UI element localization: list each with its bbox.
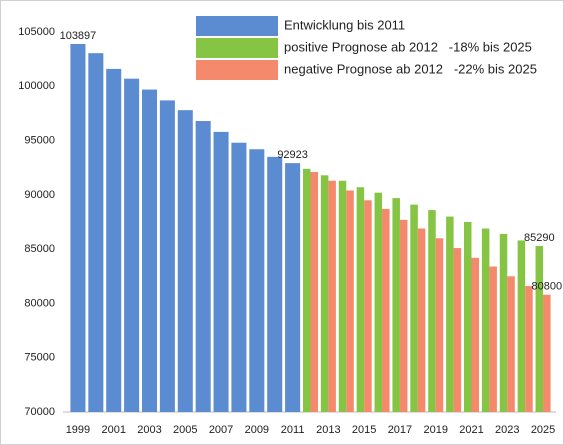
bar <box>382 208 390 412</box>
x-tick-label: 2017 <box>388 424 412 436</box>
x-tick-label: 2003 <box>137 424 161 436</box>
y-tick-label: 105000 <box>18 26 55 38</box>
legend-swatch <box>196 38 278 58</box>
x-tick-label: 2001 <box>101 424 125 436</box>
bar <box>213 131 229 412</box>
data-label: 92923 <box>277 149 308 161</box>
bar <box>435 238 444 412</box>
y-tick-label: 85000 <box>24 243 55 255</box>
y-tick-label: 100000 <box>18 80 55 92</box>
y-tick-label: 80000 <box>24 297 55 309</box>
x-tick-label: 2021 <box>459 424 483 436</box>
data-label: 103897 <box>60 30 97 42</box>
bar <box>463 222 472 412</box>
bar <box>499 233 508 412</box>
bar <box>392 198 400 412</box>
x-tick-label: 2025 <box>531 424 555 436</box>
bar <box>543 294 551 412</box>
x-tick-label: 2011 <box>281 424 305 436</box>
y-tick-label: 90000 <box>24 189 55 201</box>
bar <box>374 192 383 412</box>
bar <box>106 68 122 413</box>
bar <box>177 110 193 413</box>
x-tick-label: 2009 <box>245 424 269 436</box>
bar <box>453 248 462 412</box>
bar <box>356 187 365 412</box>
bar <box>70 43 86 412</box>
data-label: 85290 <box>524 232 555 244</box>
bar <box>159 100 175 413</box>
bar <box>489 266 497 412</box>
bar <box>124 78 140 412</box>
legend-label: Entwicklung bis 2011 <box>284 17 405 32</box>
data-label: 80800 <box>532 281 563 293</box>
bar <box>338 180 347 412</box>
x-tick-label: 2019 <box>423 424 447 436</box>
x-tick-label: 2015 <box>352 424 376 436</box>
bar <box>328 180 336 412</box>
bar <box>399 219 408 412</box>
bar <box>320 175 329 412</box>
x-tick-label: 2005 <box>173 424 197 436</box>
bar <box>302 168 311 412</box>
bar <box>267 156 283 412</box>
x-tick-label: 2013 <box>316 424 340 436</box>
bar <box>310 172 319 412</box>
legend-swatch <box>196 16 278 36</box>
bar <box>481 228 490 412</box>
bar <box>285 163 301 412</box>
x-tick-label: 2007 <box>209 424 233 436</box>
legend-label: negative Prognose ab 2012 -22% bis 2025 <box>284 61 537 76</box>
bar <box>517 240 526 412</box>
bar <box>231 142 247 412</box>
y-tick-label: 75000 <box>24 352 55 364</box>
bar <box>535 245 544 412</box>
x-tick-label: 2023 <box>495 424 519 436</box>
bar <box>525 286 533 412</box>
bar <box>249 149 265 412</box>
y-tick-label: 95000 <box>24 134 55 146</box>
bar <box>364 200 372 412</box>
bar <box>417 228 426 412</box>
bar <box>88 53 104 413</box>
x-tick-label: 1999 <box>66 424 90 436</box>
y-tick-label: 70000 <box>24 406 55 418</box>
bar <box>507 276 515 412</box>
bar <box>471 257 480 412</box>
bar <box>195 121 211 413</box>
bar <box>446 216 454 412</box>
bar <box>428 210 436 412</box>
bar <box>141 89 158 413</box>
legend-swatch <box>196 60 278 80</box>
bar <box>410 204 418 412</box>
legend-label: positive Prognose ab 2012 -18% bis 2025 <box>284 39 532 54</box>
bar <box>346 190 354 412</box>
